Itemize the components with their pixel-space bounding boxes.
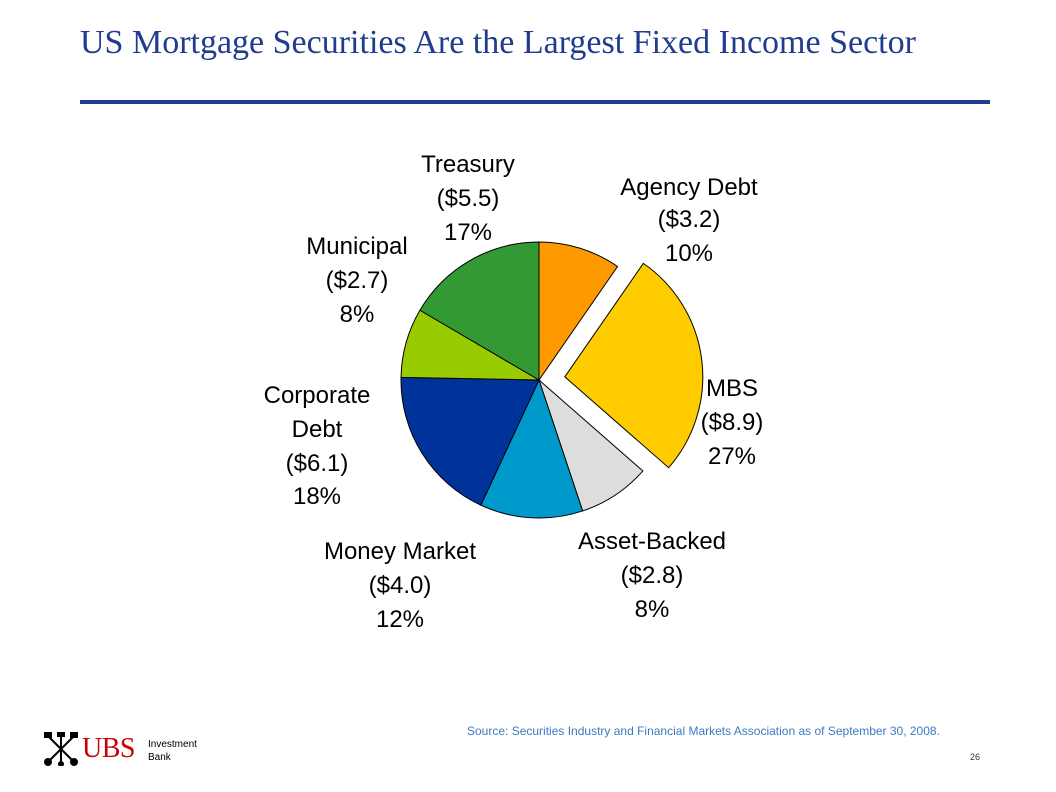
label-asset-backed-amount: ($2.8): [621, 562, 684, 589]
title-divider: [80, 100, 990, 104]
label-treasury: Treasury ($5.5) 17%: [421, 151, 515, 246]
label-corporate-debt-percent: 18%: [293, 483, 341, 510]
label-agency-debt-name: Agency Debt: [620, 174, 758, 201]
label-corporate-debt-name-line2: Debt: [292, 416, 343, 443]
label-asset-backed-percent: 8%: [635, 596, 670, 623]
slice-corporate-debt: [400, 376, 540, 506]
label-agency-debt-amount: ($3.2): [658, 206, 721, 233]
label-treasury-amount: ($5.5): [437, 185, 500, 212]
label-money-market-percent: 12%: [376, 606, 424, 633]
label-treasury-name: Treasury: [421, 151, 515, 178]
label-money-market: Money Market ($4.0) 12%: [324, 538, 476, 633]
logo-subtitle: Investment Bank: [148, 738, 197, 764]
pie-chart: Agency Debt ($3.2) 10% MBS ($8.9) 27% As…: [264, 151, 764, 633]
logo-brand: UBS: [82, 733, 135, 764]
label-municipal-amount: ($2.7): [326, 267, 389, 294]
label-mbs: MBS ($8.9) 27%: [701, 375, 764, 470]
ubs-logo: UBS Investment Bank: [44, 732, 214, 768]
label-corporate-debt-name-line1: Corporate: [264, 382, 371, 409]
label-corporate-debt: Corporate Debt ($6.1) 18%: [264, 382, 371, 510]
label-mbs-percent: 27%: [708, 443, 756, 470]
label-agency-debt: Agency Debt ($3.2) 10%: [620, 174, 758, 267]
page-number: 26: [970, 752, 981, 762]
page-title: US Mortgage Securities Are the Largest F…: [80, 24, 916, 61]
label-asset-backed-name: Asset-Backed: [578, 528, 726, 555]
source-note: Source: Securities Industry and Financia…: [467, 724, 940, 738]
label-corporate-debt-amount: ($6.1): [286, 450, 349, 477]
label-money-market-name: Money Market: [324, 538, 476, 565]
slice-money-market: [480, 378, 584, 519]
label-municipal-name: Municipal: [306, 233, 407, 260]
label-municipal-percent: 8%: [340, 301, 375, 328]
label-treasury-percent: 17%: [444, 219, 492, 246]
slice-mbs: [564, 262, 704, 469]
label-money-market-amount: ($4.0): [369, 572, 432, 599]
label-asset-backed: Asset-Backed ($2.8) 8%: [578, 528, 726, 623]
logo-subtitle-line1: Investment: [148, 739, 197, 750]
logo-subtitle-line2: Bank: [148, 752, 171, 763]
label-agency-debt-percent: 10%: [665, 240, 713, 267]
label-municipal: Municipal ($2.7) 8%: [306, 233, 407, 328]
label-mbs-name: MBS: [706, 375, 758, 402]
label-mbs-amount: ($8.9): [701, 409, 764, 436]
slice-agency-debt: [538, 241, 619, 382]
ubs-keys-icon: [44, 732, 78, 766]
slice-treasury: [419, 241, 540, 381]
